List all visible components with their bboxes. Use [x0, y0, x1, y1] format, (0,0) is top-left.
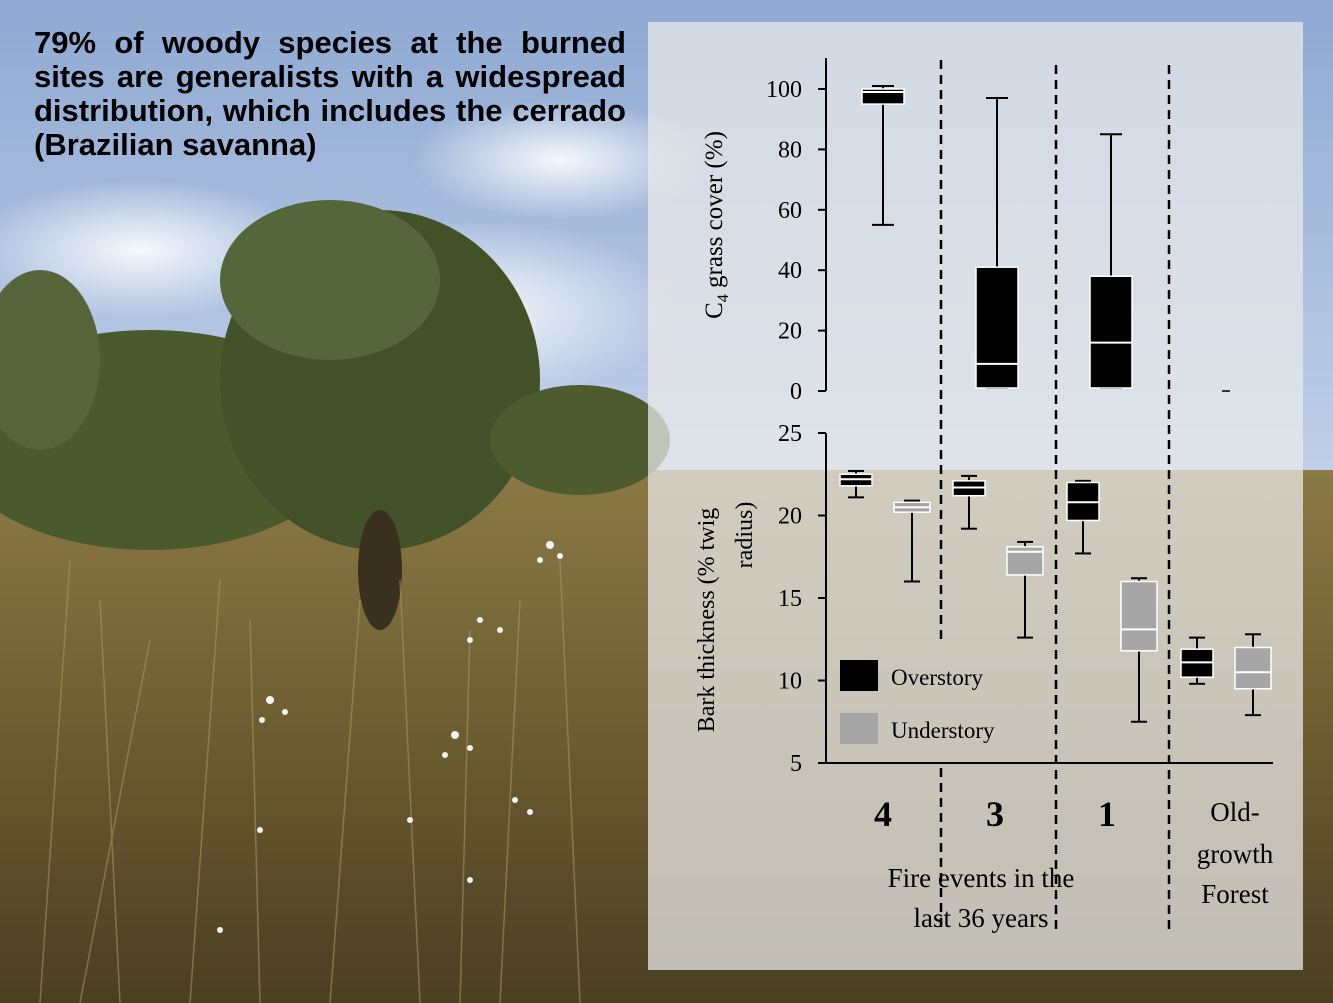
legend-label-understory: Understory	[891, 718, 995, 743]
x-axis-label: last 36 years	[914, 903, 1049, 933]
bottom-y-axis-label: Bark thickness (% twig	[694, 508, 720, 733]
bottom-y-axis-label: radius)	[732, 502, 758, 569]
legend-swatch-overstory	[840, 660, 878, 691]
bottom-y-tick-label: 25	[778, 421, 802, 447]
group-label-old-growth: Old-	[1210, 797, 1260, 827]
top-y-tick-label: 40	[778, 258, 802, 284]
axes: 0 20 40 60 80 100 5 10 15 20 25	[766, 58, 1273, 777]
bottom-y-tick-label: 20	[778, 504, 802, 530]
iqr-box	[975, 266, 1019, 389]
legend: Overstory Understory	[840, 660, 995, 744]
bark-box-understory	[893, 499, 931, 583]
bark-box-understory	[1234, 633, 1272, 717]
bark-box-overstory	[839, 469, 873, 499]
top-box	[975, 97, 1019, 389]
bottom-y-tick-label: 5	[790, 751, 802, 777]
group-label-old-growth: Forest	[1201, 879, 1269, 909]
bark-box-overstory	[1066, 479, 1100, 555]
bottom-y-tick-label: 15	[778, 586, 802, 612]
legend-label-overstory: Overstory	[891, 665, 983, 690]
x-axis-label: Fire events in the	[888, 863, 1075, 893]
bark-box-understory	[1006, 540, 1044, 639]
group-label: 3	[986, 794, 1004, 834]
bark-box-overstory	[1180, 636, 1214, 685]
bark-box-understory	[1120, 577, 1158, 723]
bark-box-overstory	[952, 474, 986, 530]
group-label: 4	[874, 794, 892, 834]
top-y-tick-label: 20	[778, 319, 802, 345]
group-label: 1	[1098, 794, 1116, 834]
top-box	[861, 84, 905, 226]
group-label-old-growth: growth	[1197, 839, 1274, 869]
top-y-tick-label: 60	[778, 198, 802, 224]
iqr-box	[1089, 275, 1133, 389]
top-box	[1089, 133, 1133, 389]
iqr-box	[1120, 580, 1158, 652]
axis-labels: C4 grass cover (%) Bark thickness (% twig…	[694, 131, 1274, 933]
boxes	[839, 84, 1272, 723]
top-y-tick-label: 80	[778, 137, 802, 163]
legend-swatch-understory	[840, 713, 878, 744]
top-y-tick-label: 0	[790, 379, 802, 405]
top-y-tick-label: 100	[766, 77, 802, 103]
headline: 79% of woody species at the burned sites…	[34, 25, 626, 163]
bottom-y-tick-label: 10	[778, 669, 802, 695]
group-dividers	[939, 60, 1171, 932]
top-y-axis-label: C4 grass cover (%)	[701, 131, 732, 319]
iqr-box	[1234, 646, 1272, 690]
